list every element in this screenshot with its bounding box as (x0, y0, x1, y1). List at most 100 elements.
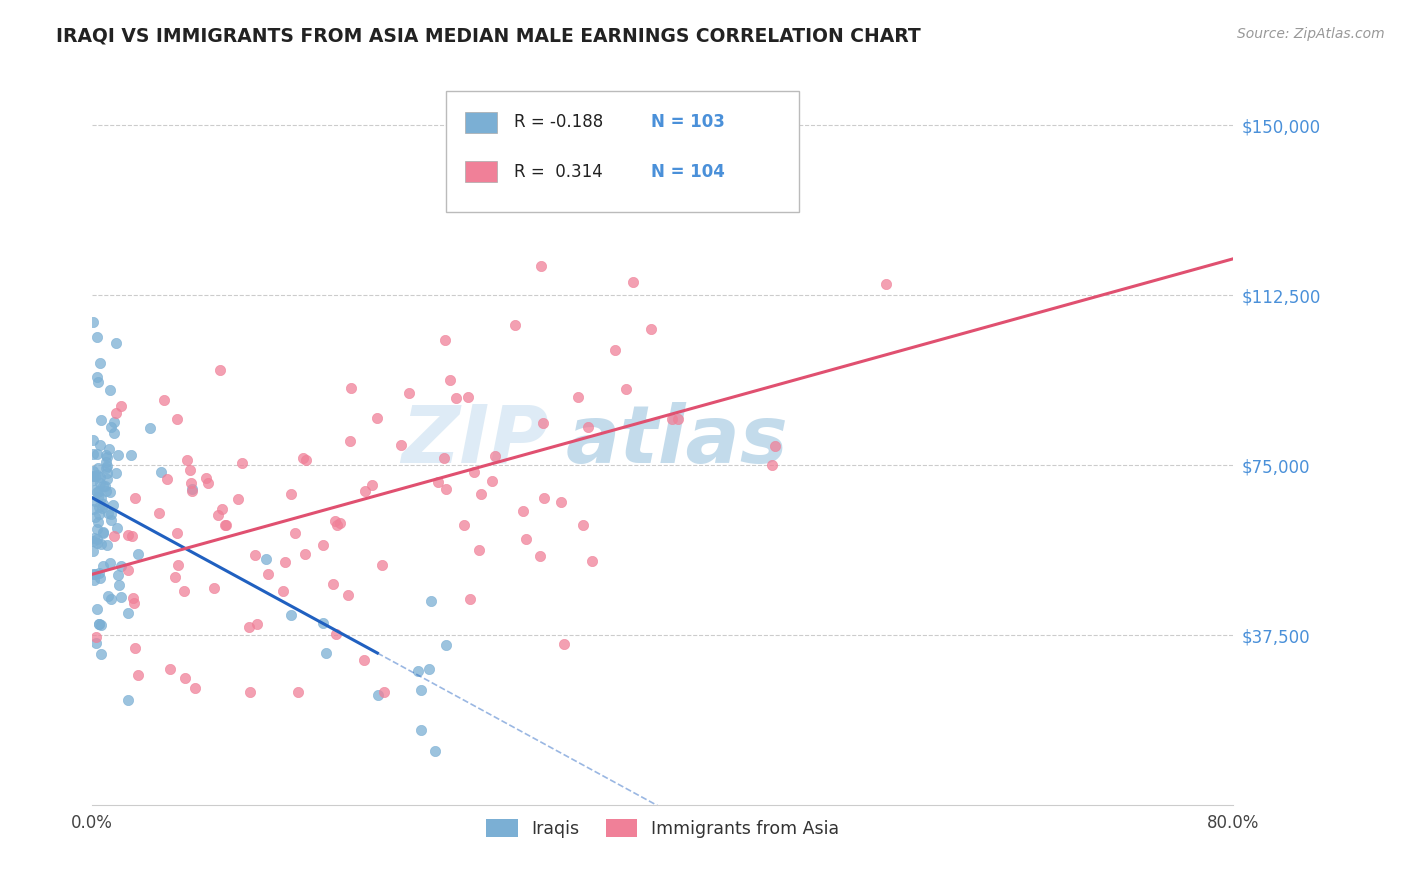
Point (91, 524, 114, 539)
Point (94, 479, 117, 493)
Point (246, 616, 269, 631)
Point (291, 450, 314, 465)
Point (460, 591, 482, 606)
Point (90, 537, 112, 551)
Point (90, 413, 112, 427)
Point (122, 596, 145, 610)
Point (531, 416, 554, 430)
Point (176, 452, 198, 467)
Point (323, 514, 346, 528)
Point (166, 412, 188, 426)
Point (457, 390, 479, 404)
Point (94, 454, 117, 468)
Point (124, 640, 146, 655)
Point (418, 662, 440, 676)
Point (173, 583, 195, 598)
Point (94, 448, 117, 462)
Point (121, 528, 143, 542)
Point (207, 508, 229, 522)
Point (761, 458, 783, 472)
Point (274, 556, 297, 570)
Point (86, 446, 108, 460)
Text: N = 104: N = 104 (651, 162, 725, 181)
Point (124, 491, 146, 505)
Point (98, 442, 121, 456)
Point (530, 260, 553, 274)
Text: ZIP: ZIP (401, 401, 548, 480)
Point (84, 509, 107, 524)
Point (96, 461, 118, 475)
Point (180, 476, 202, 491)
Point (86, 602, 108, 616)
Point (82, 447, 104, 461)
Point (89, 356, 111, 370)
Point (121, 591, 143, 606)
Point (156, 472, 179, 486)
Point (93, 497, 115, 511)
Point (294, 453, 316, 467)
Point (652, 150, 675, 164)
Point (107, 448, 129, 462)
Point (434, 482, 457, 496)
Point (408, 664, 430, 678)
Point (107, 567, 129, 582)
Point (373, 685, 395, 699)
Point (463, 465, 485, 479)
Point (90, 618, 112, 632)
Point (83, 574, 105, 588)
FancyBboxPatch shape (465, 112, 498, 133)
Point (439, 373, 461, 387)
Point (84, 494, 107, 508)
Point (98, 384, 121, 398)
Point (98, 484, 121, 499)
Point (371, 558, 394, 573)
Point (209, 363, 232, 377)
Point (287, 685, 309, 699)
Point (453, 518, 475, 533)
Point (312, 538, 335, 552)
Point (82, 315, 104, 329)
Point (515, 533, 537, 547)
Point (87, 566, 110, 580)
Point (96, 466, 118, 480)
Point (512, 503, 534, 517)
Point (354, 483, 377, 498)
Point (174, 671, 197, 685)
Point (184, 681, 207, 696)
Point (423, 744, 446, 758)
Point (105, 521, 128, 535)
Point (572, 518, 595, 533)
Point (82, 473, 104, 487)
Point (409, 723, 432, 737)
Point (101, 498, 124, 512)
Point (257, 567, 280, 582)
Point (231, 456, 253, 470)
Point (97, 589, 120, 603)
Point (82, 502, 104, 516)
Point (603, 343, 626, 357)
Point (533, 491, 555, 506)
Point (103, 415, 125, 429)
Point (87, 483, 110, 498)
Point (87, 490, 110, 504)
Point (96, 472, 118, 486)
Text: IRAQI VS IMMIGRANTS FROM ASIA MEDIAN MALE EARNINGS CORRELATION CHART: IRAQI VS IMMIGRANTS FROM ASIA MEDIAN MAL… (56, 27, 921, 45)
Point (83, 469, 105, 483)
Point (87, 461, 110, 475)
Point (325, 627, 347, 641)
Point (110, 590, 132, 604)
Point (89, 438, 111, 452)
Point (353, 652, 375, 666)
Point (159, 662, 181, 676)
Point (117, 563, 139, 577)
Point (581, 554, 603, 568)
Point (214, 518, 236, 533)
Point (86, 485, 108, 500)
Point (576, 420, 599, 434)
Point (503, 318, 526, 333)
Point (139, 421, 162, 435)
Point (280, 607, 302, 622)
Point (96, 458, 118, 473)
Point (84, 566, 107, 581)
Point (339, 381, 361, 395)
